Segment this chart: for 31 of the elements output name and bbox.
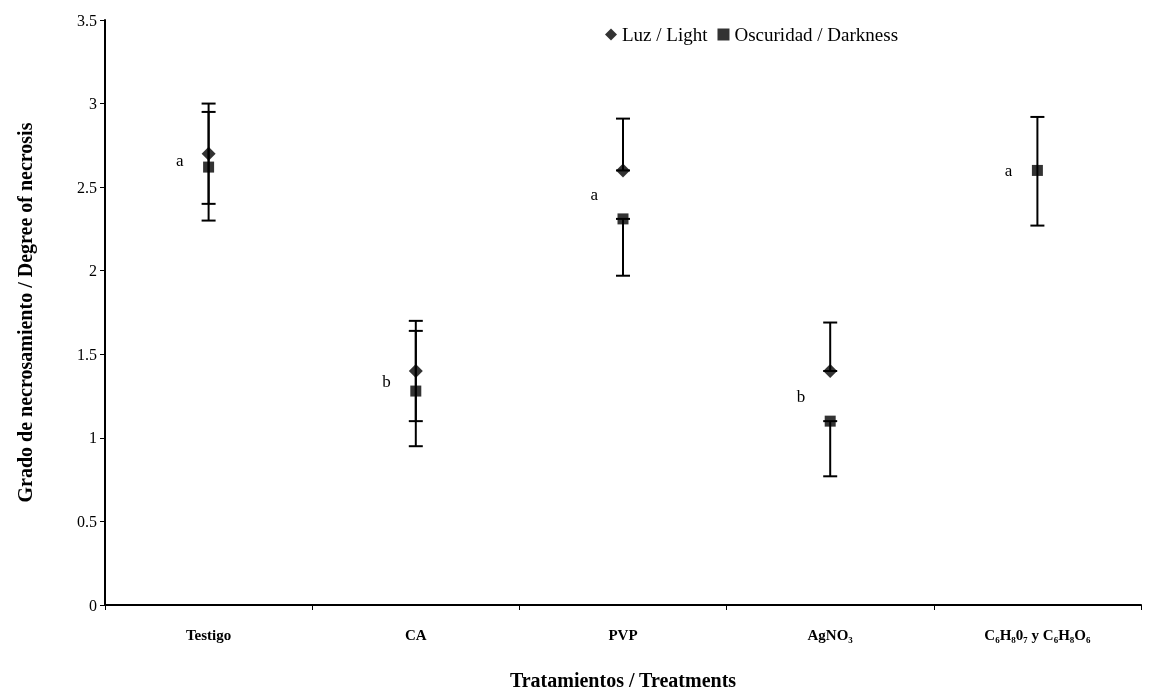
point <box>203 161 215 173</box>
x-tick-label: PVP <box>608 626 638 643</box>
x-axis-title: Tratamientos / Treatments <box>509 669 737 691</box>
point <box>617 213 629 225</box>
x-tick-label: AgNO₃ <box>807 626 854 643</box>
y-tick-label: 3 <box>89 95 97 113</box>
y-tick-label: 1.5 <box>77 345 97 363</box>
point <box>824 415 836 427</box>
y-tick-label: 1 <box>89 429 97 447</box>
y-axis-title: Grado de necrosamiento / Degree of necrosis <box>14 122 37 503</box>
point <box>823 364 838 378</box>
legend-label: Luz / Light <box>622 24 709 45</box>
y-tick-label: 0.5 <box>77 512 97 530</box>
annotation: b <box>382 371 391 391</box>
point <box>408 364 423 378</box>
y-tick-label: 2 <box>89 262 97 280</box>
x-tick-label: C₆H₈0₇ y C₆H₈O₆ <box>984 626 1091 643</box>
annotation: a <box>590 185 599 205</box>
point <box>410 385 422 397</box>
point <box>616 163 630 178</box>
point <box>1031 164 1043 176</box>
legend-label: Oscuridad / Darkness <box>734 24 899 45</box>
annotation: a <box>176 150 185 170</box>
y-tick-label: 2.5 <box>77 178 97 196</box>
x-tick-label: CA <box>404 626 427 643</box>
y-tick-label: 3.5 <box>77 11 97 29</box>
annotation: a <box>1004 160 1013 180</box>
y-tick-label: 0 <box>89 596 97 614</box>
point <box>201 146 216 161</box>
annotation: b <box>796 386 806 406</box>
x-tick-label: Testigo <box>185 626 232 643</box>
